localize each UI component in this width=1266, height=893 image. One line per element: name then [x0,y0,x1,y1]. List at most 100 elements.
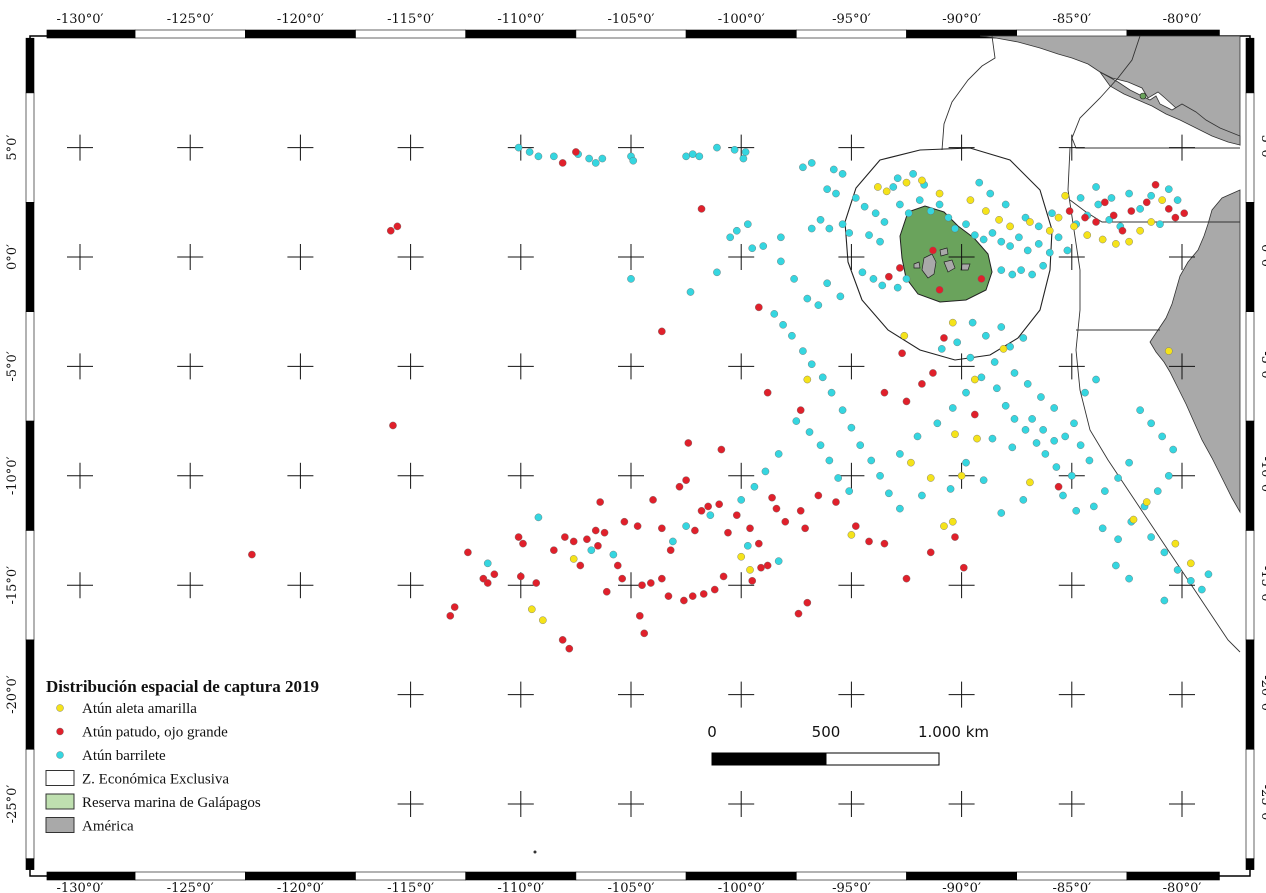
catch-point-skipjack [790,275,798,283]
catch-point-skipjack [1125,458,1133,467]
catch-point-skipjack [896,200,904,209]
catch-point-skipjack [1147,533,1155,541]
frame-band-left-5 [25,530,35,641]
frame-band-bottom-6 [685,871,797,881]
graticule-cross [177,134,204,161]
graticule-cross [397,134,424,161]
catch-point-skipjack [730,145,739,154]
catch-point-bigeye [633,522,642,530]
legend-item-label: América [82,819,134,835]
catch-point-skipjack [1063,246,1072,255]
catch-point-skipjack [1032,439,1041,447]
graticule-cross [397,353,424,380]
catch-point-skipjack [1006,242,1014,250]
graticule-cross [728,353,755,380]
island-fernandina [913,261,921,269]
graticule-cross [397,462,424,489]
frame-band-right-6 [1245,639,1255,750]
catch-point-skipjack [1072,507,1081,515]
catch-point-yellowfin [966,196,975,204]
catch-point-skipjack [1017,266,1025,274]
catch-point-yellowfin [746,566,754,574]
catch-point-bigeye [1109,211,1118,220]
catch-point-yellowfin [1147,218,1155,226]
lon-label-top: -95°0′ [832,12,871,27]
frame-band-right-7 [1245,748,1255,859]
catch-point-skipjack [951,224,959,233]
catch-point-yellowfin [1054,213,1063,222]
catch-point-bigeye [591,526,600,535]
legend-item: Atún aleta amarilla [56,701,197,717]
catch-point-bigeye [594,542,602,550]
catch-point-skipjack [1059,491,1067,500]
catch-point-skipjack [814,301,823,309]
catch-point-bigeye [865,537,873,546]
catch-point-bigeye [704,502,712,511]
legend-swatch-box [45,817,75,833]
graticule-cross [728,462,755,489]
catch-point-skipjack [1169,445,1177,454]
catch-point-skipjack [1090,502,1098,511]
catch-point-bigeye [781,517,790,526]
graticule-cross [618,462,644,489]
catch-point-skipjack [525,148,534,156]
catch-point-skipjack [1125,189,1133,198]
catch-point-skipjack [669,537,677,546]
catch-point-bigeye [464,548,472,557]
catch-point-skipjack [902,275,911,283]
catch-point-bigeye [602,587,611,596]
catch-point-bigeye [640,629,649,638]
lon-label-top: -85°0′ [1052,12,1091,27]
graticule-cross [67,462,93,489]
catch-point-skipjack [1107,194,1116,202]
catch-point-bigeye [514,533,523,541]
catch-point-bigeye [896,264,904,272]
catch-point-yellowfin [948,318,957,327]
catch-point-skipjack [1098,524,1107,533]
catch-point-bigeye [794,609,803,618]
scale-label-0: 0 [707,723,717,741]
catch-point-skipjack [1164,471,1173,480]
catch-point-skipjack [816,216,825,224]
lon-label-bottom: -115°0′ [387,881,434,893]
catch-point-bigeye [649,496,657,504]
catch-point-bigeye [517,572,525,581]
catch-point-bigeye [658,574,666,583]
catch-point-skipjack [761,467,770,476]
graticule-cross [618,353,644,380]
legend-item-label: Atún barrilete [82,748,166,764]
catch-point-skipjack [713,143,721,152]
frame-band-top-6 [685,29,797,39]
legend-swatch-dot [56,704,64,712]
catch-point-skipjack [748,244,757,253]
catch-point-skipjack [805,428,814,436]
catch-point-skipjack [878,281,887,290]
frame-band-right-3 [1245,311,1255,422]
frame-bands [25,29,1255,881]
catch-point-bigeye [1127,207,1136,215]
catch-point-yellowfin [1070,222,1078,231]
lat-label-right: -10°0′ [1258,456,1266,495]
catch-point-skipjack [598,154,607,163]
land-panama-isthmus [1099,71,1241,146]
catch-point-skipjack [695,152,704,161]
catch-point-skipjack [997,323,1006,331]
catch-point-skipjack [1010,415,1019,423]
catch-point-skipjack [1070,419,1078,428]
catch-point-skipjack [867,456,876,465]
catch-point-yellowfin [935,189,944,198]
catch-point-skipjack [1023,246,1032,255]
catch-point-bigeye [1065,207,1074,215]
lon-label-bottom: -120°0′ [277,881,324,893]
catch-point-skipjack [823,185,831,193]
catch-point-skipjack [774,557,783,565]
catch-point-skipjack [852,194,860,202]
catch-point-skipjack [706,511,715,519]
frame-band-right-8 [1245,858,1255,870]
lat-label-left: -20°0′ [5,675,20,714]
catch-point-skipjack [514,143,523,152]
catch-point-skipjack [1050,436,1058,445]
catch-point-skipjack [889,183,898,191]
catch-point-skipjack [816,441,825,449]
